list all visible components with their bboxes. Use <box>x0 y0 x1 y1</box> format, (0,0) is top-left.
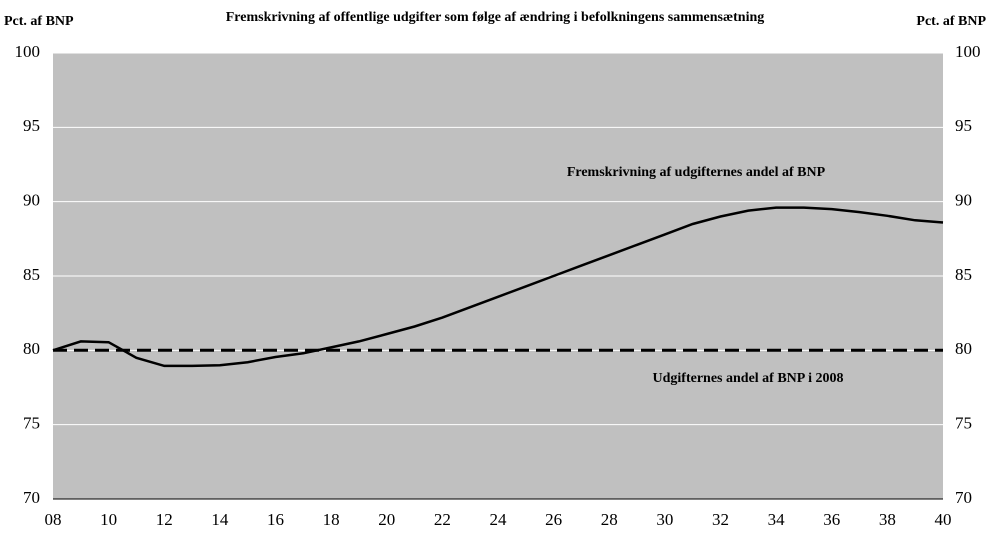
x-tick-label: 34 <box>768 510 786 529</box>
x-tick-label: 16 <box>267 510 284 529</box>
y2-tick-label: 85 <box>955 265 972 284</box>
x-tick-label: 36 <box>823 510 840 529</box>
x-tick-label: 24 <box>490 510 508 529</box>
chart-title: Fremskrivning af offentlige udgifter som… <box>226 10 765 25</box>
y-axis-label: Pct. af BNP <box>4 14 74 29</box>
x-tick-label: 22 <box>434 510 451 529</box>
x-tick-label: 08 <box>45 510 62 529</box>
y2-tick-label: 100 <box>955 42 981 61</box>
x-tick-label: 28 <box>601 510 618 529</box>
x-tick-label: 18 <box>323 510 340 529</box>
x-tick-label: 26 <box>545 510 562 529</box>
y-tick-label: 100 <box>15 42 41 61</box>
y2-axis-label: Pct. af BNP <box>916 14 986 29</box>
y2-tick-label: 75 <box>955 414 972 433</box>
y2-tick-label: 70 <box>955 488 972 507</box>
x-tick-label: 10 <box>100 510 117 529</box>
x-tick-label: 40 <box>935 510 952 529</box>
x-tick-label: 14 <box>211 510 229 529</box>
x-tick-label: 20 <box>378 510 395 529</box>
y2-tick-label: 80 <box>955 339 972 358</box>
y-tick-label: 75 <box>23 414 40 433</box>
y2-tick-label: 90 <box>955 191 972 210</box>
y-tick-label: 90 <box>23 191 40 210</box>
x-tick-label: 30 <box>656 510 673 529</box>
y-tick-label: 95 <box>23 116 40 135</box>
line <box>52 206 944 368</box>
y-tick-label: 70 <box>23 488 40 507</box>
y2-tick-label: 95 <box>955 116 972 135</box>
x-tick-label: 38 <box>879 510 896 529</box>
y-tick-label: 80 <box>23 339 40 358</box>
y-tick-label: 85 <box>23 265 40 284</box>
series-label: Udgifternes andel af BNP i 2008 <box>653 371 844 386</box>
x-tick-label: 12 <box>156 510 173 529</box>
series-label: Fremskrivning af udgifternes andel af BN… <box>567 165 826 180</box>
x-tick-label: 32 <box>712 510 729 529</box>
